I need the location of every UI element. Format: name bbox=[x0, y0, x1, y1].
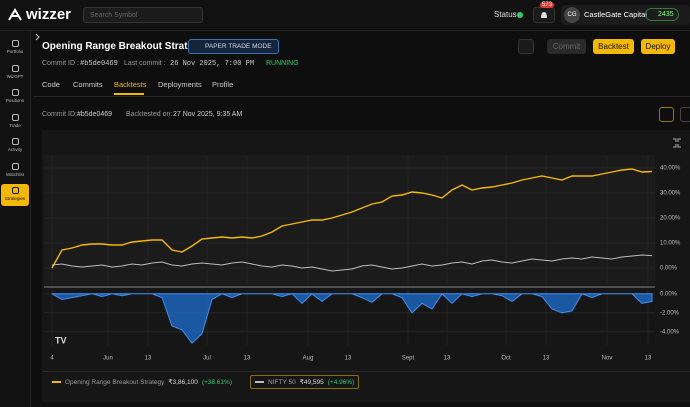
y-tick-label: 0.00% bbox=[660, 291, 678, 297]
sidebar-item[interactable]: Portfolio bbox=[1, 37, 29, 59]
legend-swatch bbox=[255, 381, 264, 383]
sidebar-label: WizGPT bbox=[6, 73, 24, 79]
bt-commit-label: Commit ID: bbox=[42, 111, 77, 118]
share-button[interactable] bbox=[680, 107, 690, 122]
fullscreen-icon[interactable] bbox=[673, 138, 681, 148]
sidebar: Portfolio WizGPT Positions Trade Activity Wat… bbox=[0, 31, 31, 407]
file-button[interactable] bbox=[518, 39, 534, 54]
x-tick-label: Sept bbox=[402, 356, 415, 362]
legend-swatch bbox=[52, 381, 61, 383]
drawdown-area bbox=[51, 293, 653, 344]
sidebar-label: Watchlist bbox=[5, 171, 25, 177]
plot-bg bbox=[44, 155, 655, 285]
x-tick-label: 13 bbox=[543, 356, 550, 362]
search-box[interactable]: Search Symbol bbox=[83, 7, 203, 23]
sidebar-label: Trade bbox=[9, 122, 21, 128]
bt-date-label: Backtested on: bbox=[126, 111, 173, 118]
sidebar-item[interactable]: Trade bbox=[1, 111, 29, 133]
avatar: CG bbox=[564, 7, 580, 23]
sidebar-icon bbox=[11, 40, 19, 47]
x-tick-label: 13 bbox=[444, 356, 451, 362]
tab-underline bbox=[114, 93, 144, 95]
sidebar-icon bbox=[11, 89, 19, 96]
sidebar-icon bbox=[11, 138, 19, 145]
x-tick-label: Aug bbox=[303, 356, 314, 362]
bt-date: 27 Nov 2025, 9:35 AM bbox=[173, 111, 243, 118]
bt-commit-id: #b5de0469 bbox=[77, 111, 113, 118]
y-tick-label: -4.00% bbox=[660, 329, 680, 335]
logo-icon bbox=[8, 8, 22, 22]
x-tick-label: 13 bbox=[345, 356, 352, 362]
last-commit-label: Last commit : bbox=[124, 60, 166, 67]
sidebar-icon bbox=[11, 113, 19, 121]
account-name: CastleGate Capital bbox=[584, 10, 647, 19]
sidebar-icon bbox=[11, 64, 19, 72]
credits: 2435 bbox=[645, 8, 679, 21]
status-label: Status bbox=[494, 10, 517, 19]
x-tick-label: Nov bbox=[602, 356, 613, 362]
tab[interactable]: Deployments bbox=[158, 80, 202, 89]
collapse-arrow[interactable] bbox=[35, 33, 40, 41]
mode-badge: PAPER TRADE MODE bbox=[188, 39, 279, 54]
legend-divider bbox=[42, 371, 690, 372]
x-tick-label: 13 bbox=[244, 356, 251, 362]
y-tick-label: 20.00% bbox=[660, 216, 681, 222]
deploy-button[interactable]: Deploy bbox=[641, 39, 675, 54]
download-button[interactable] bbox=[659, 107, 674, 122]
sidebar-label: Portfolio bbox=[6, 49, 24, 54]
logo: wizzer bbox=[26, 6, 72, 23]
tab[interactable]: Backtests bbox=[114, 80, 147, 89]
top-bar: wizzer Search Symbol Status 573 CG Castl… bbox=[0, 0, 690, 31]
tab[interactable]: Commits bbox=[73, 80, 103, 89]
x-tick-label: 13 bbox=[645, 356, 652, 362]
x-tick-label: Jun bbox=[103, 356, 113, 362]
backtest-button[interactable]: Backtest bbox=[593, 39, 634, 54]
y-tick-label: -2.00% bbox=[660, 310, 680, 316]
legend-legend-value: ₹49,595 bbox=[299, 379, 324, 386]
legend-item[interactable]: Opening Range Breakout Strategy ₹3,86,100… bbox=[48, 375, 236, 389]
sidebar-item[interactable]: Activity bbox=[1, 135, 29, 157]
x-tick-label: Jul bbox=[203, 356, 211, 362]
sidebar-label: Positions bbox=[5, 98, 25, 103]
sidebar-item[interactable]: Watchlist bbox=[1, 160, 29, 182]
y-tick-label: 10.00% bbox=[660, 241, 681, 247]
x-tick-label: 13 bbox=[145, 356, 152, 362]
notification-badge: 573 bbox=[540, 2, 555, 8]
y-tick-label: 40.00% bbox=[660, 166, 681, 172]
legend-item[interactable]: NIFTY 50 ₹49,595 (+4.96%) bbox=[250, 375, 360, 389]
commit-id: #b5de0469 bbox=[80, 60, 118, 68]
legend-legend-value: ₹3,86,100 bbox=[168, 379, 198, 386]
line bbox=[51, 168, 653, 269]
strategy-title: Opening Range Breakout Strategy bbox=[42, 41, 205, 52]
last-commit: 26 Nov 2025, 7:00 PM bbox=[170, 60, 255, 68]
sidebar-icon bbox=[11, 162, 19, 170]
commit-label: Commit ID : bbox=[42, 60, 79, 67]
tab[interactable]: Profile bbox=[212, 80, 234, 89]
sidebar-item[interactable]: Positions bbox=[1, 86, 29, 108]
y-tick-label: 30.00% bbox=[660, 191, 681, 197]
commit-button[interactable]: Commit bbox=[547, 39, 586, 54]
y-tick-label: 0.00% bbox=[660, 266, 678, 272]
legend-legend-change: (+4.96%) bbox=[327, 378, 355, 386]
running-state: RUNNING bbox=[266, 60, 299, 67]
sidebar-label: Activity bbox=[7, 147, 23, 152]
sidebar-item[interactable]: WizGPT bbox=[1, 62, 29, 84]
sidebar-icon bbox=[11, 187, 19, 194]
x-tick-label: 4 bbox=[50, 356, 54, 362]
line bbox=[51, 254, 653, 272]
legend-legend-change: (+38.61%) bbox=[201, 378, 232, 386]
sidebar-item[interactable]: Strategies bbox=[1, 184, 29, 206]
tv-logo: TV bbox=[55, 335, 67, 345]
tab-divider bbox=[33, 96, 690, 97]
legend-name: NIFTY 50 bbox=[268, 378, 296, 386]
tab[interactable]: Code bbox=[42, 80, 60, 89]
x-tick-label: Oct bbox=[501, 356, 511, 362]
legend-name: Opening Range Breakout Strategy bbox=[65, 378, 165, 386]
status-dot bbox=[517, 12, 523, 18]
sidebar-label: Strategies bbox=[4, 196, 26, 201]
